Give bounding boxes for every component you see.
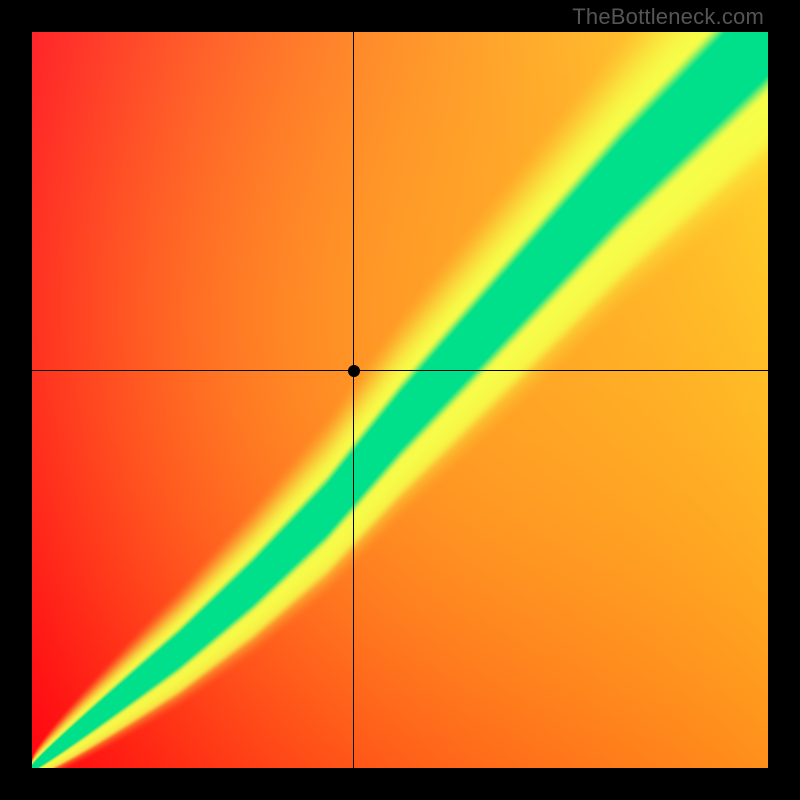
watermark-text: TheBottleneck.com bbox=[572, 4, 764, 30]
chart-container: TheBottleneck.com bbox=[0, 0, 800, 800]
crosshair-horizontal bbox=[32, 370, 768, 371]
crosshair-vertical bbox=[353, 32, 354, 768]
bottleneck-heatmap bbox=[32, 32, 768, 768]
crosshair-point bbox=[348, 365, 360, 377]
